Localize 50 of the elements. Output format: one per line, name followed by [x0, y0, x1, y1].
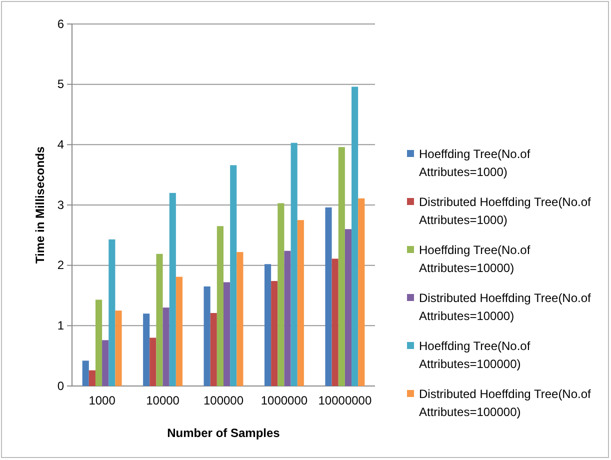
y-tick-label: 0: [57, 378, 64, 393]
bar: [338, 147, 345, 386]
bar: [204, 286, 210, 386]
y-tick-label: 2: [57, 258, 64, 272]
bar: [82, 360, 89, 386]
y-tick-label: 3: [57, 198, 64, 212]
bar: [284, 250, 291, 386]
bar: [358, 198, 365, 386]
legend-label: Hoeffding Tree(No.of Attributes=1000): [419, 147, 531, 179]
bar: [352, 86, 358, 386]
x-tick-label: 10000: [146, 394, 180, 408]
bar: [88, 370, 96, 386]
bar: [162, 308, 170, 386]
legend-label: Distributed Hoeffding Tree(No.of Attributes=100000): [419, 387, 592, 419]
bar: [297, 220, 304, 386]
bar: [224, 282, 230, 386]
bar: [290, 142, 298, 386]
x-tick-label: 100000: [203, 394, 244, 408]
x-tick-label: 1000: [88, 394, 116, 408]
legend-label: Hoeffding Tree(No.of Attributes=100000): [419, 339, 531, 371]
bar: [236, 252, 244, 386]
bar: [325, 207, 332, 386]
bar: [210, 312, 217, 386]
bar: [332, 258, 338, 386]
bar: [156, 254, 163, 386]
bar: [271, 281, 278, 386]
bar: [102, 340, 109, 386]
bar: [216, 226, 224, 386]
legend-label: Hoeffding Tree(No.of Attributes=10000): [419, 243, 531, 275]
x-axis-title: Number of Samples: [167, 426, 280, 440]
y-tick-label: 5: [57, 77, 64, 92]
bar: [176, 276, 183, 386]
y-tick-label: 6: [57, 16, 64, 31]
y-tick-label: 4: [57, 138, 64, 152]
bar: [278, 203, 284, 386]
bar: [115, 310, 122, 386]
bar: [230, 165, 237, 386]
x-tick-label: 10000000: [318, 394, 372, 408]
y-tick-label: 1: [57, 318, 64, 333]
x-tick-label: 1000000: [260, 394, 308, 408]
y-axis-title: Time in Milliseconds: [33, 146, 47, 264]
bar: [169, 192, 176, 386]
bar: [150, 338, 156, 386]
bar: [344, 229, 352, 386]
legend-label: Distributed Hoeffding Tree(No.of Attributes=1000): [419, 195, 592, 227]
bar: [108, 239, 116, 386]
bar: [143, 314, 150, 386]
bar: [264, 264, 272, 386]
legend-label: Distributed Hoeffding Tree(No.of Attributes=10000): [419, 291, 592, 323]
bar: [95, 300, 102, 386]
